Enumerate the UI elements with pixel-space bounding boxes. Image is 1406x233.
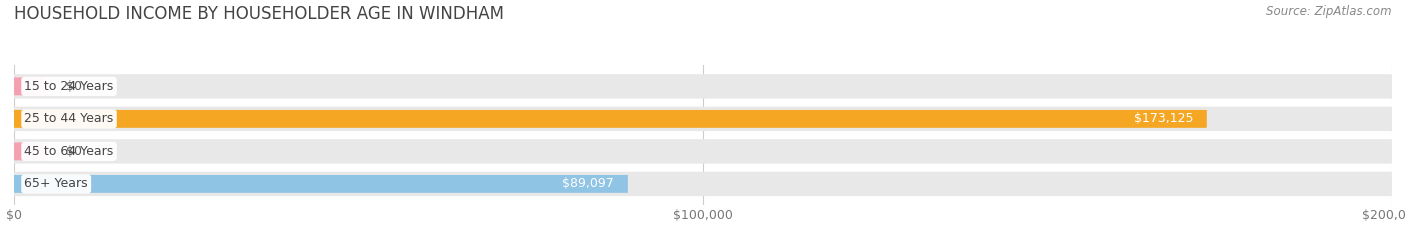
Text: 15 to 24 Years: 15 to 24 Years [24,80,114,93]
FancyBboxPatch shape [14,172,1392,196]
FancyBboxPatch shape [14,74,1392,99]
Text: $0: $0 [66,80,82,93]
Text: 25 to 44 Years: 25 to 44 Years [24,112,114,125]
Text: 45 to 64 Years: 45 to 64 Years [24,145,114,158]
Text: $0: $0 [66,145,82,158]
FancyBboxPatch shape [14,110,1206,128]
FancyBboxPatch shape [14,175,628,193]
FancyBboxPatch shape [14,142,45,160]
FancyBboxPatch shape [14,139,1392,164]
Text: $89,097: $89,097 [562,177,614,190]
Text: $173,125: $173,125 [1133,112,1194,125]
FancyBboxPatch shape [14,77,45,95]
Text: HOUSEHOLD INCOME BY HOUSEHOLDER AGE IN WINDHAM: HOUSEHOLD INCOME BY HOUSEHOLDER AGE IN W… [14,5,505,23]
Text: Source: ZipAtlas.com: Source: ZipAtlas.com [1267,5,1392,18]
Text: 65+ Years: 65+ Years [24,177,89,190]
FancyBboxPatch shape [14,107,1392,131]
